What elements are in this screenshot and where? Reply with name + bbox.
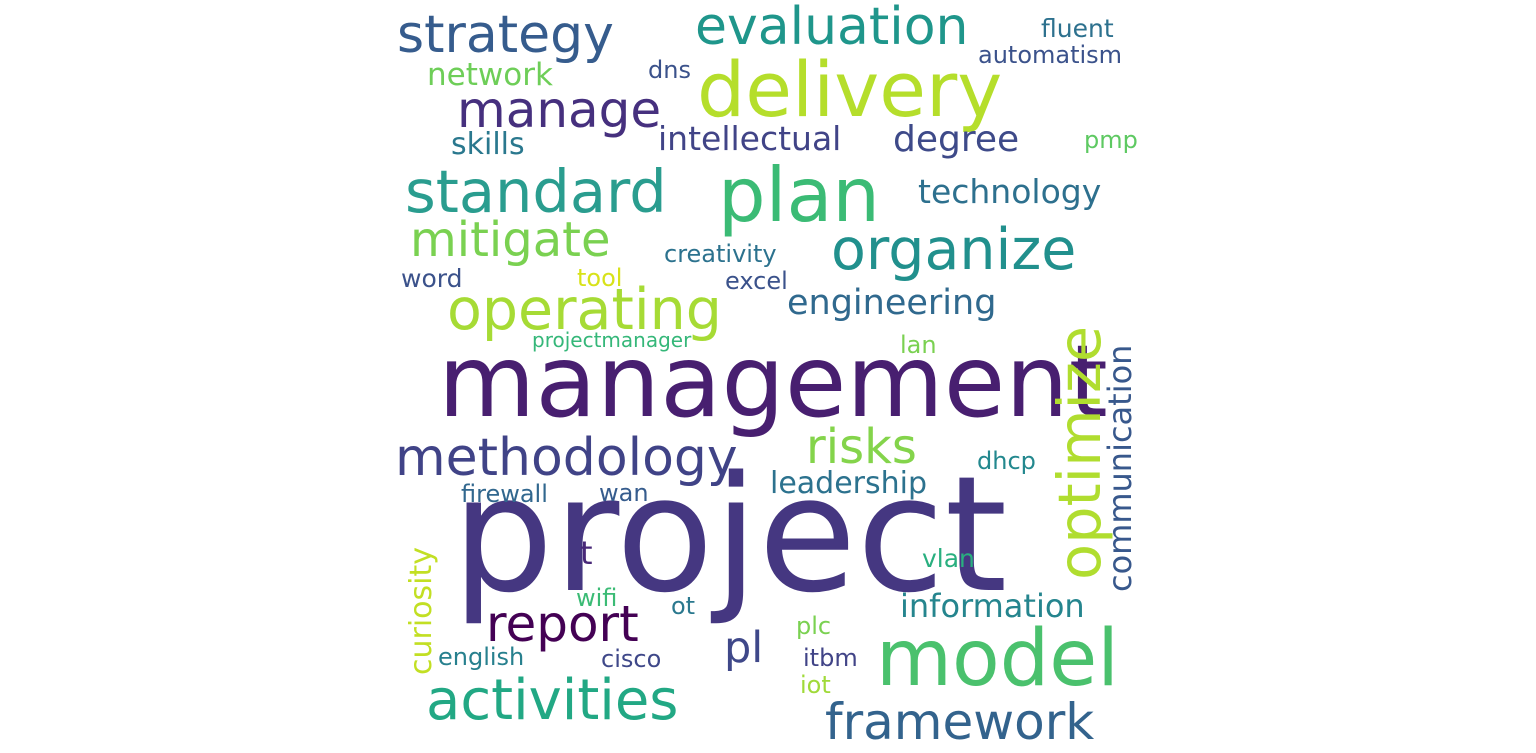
- cloud-word-plc: plc: [796, 612, 832, 640]
- cloud-word-information: information: [900, 587, 1085, 625]
- cloud-word-skills: skills: [451, 127, 525, 162]
- cloud-word-english: english: [438, 643, 525, 671]
- cloud-word-word: word: [401, 264, 463, 293]
- cloud-word-dns: dns: [648, 56, 691, 84]
- cloud-word-pl: pl: [724, 623, 764, 673]
- cloud-word-vlan: vlan: [922, 544, 975, 573]
- cloud-word-t: t: [580, 534, 593, 572]
- cloud-word-activities: activities: [426, 668, 679, 733]
- cloud-word-ot: ot: [671, 592, 696, 620]
- cloud-word-model: model: [876, 614, 1119, 704]
- cloud-word-tool: tool: [577, 264, 623, 292]
- cloud-word-standard: standard: [405, 157, 667, 226]
- cloud-word-evaluation: evaluation: [695, 0, 969, 57]
- cloud-word-wifi: wifi: [576, 584, 618, 612]
- cloud-word-firewall: firewall: [461, 480, 548, 508]
- cloud-word-technology: technology: [918, 172, 1102, 211]
- cloud-word-organize: organize: [831, 217, 1077, 283]
- cloud-word-project: project: [452, 441, 1008, 628]
- cloud-word-cisco: cisco: [601, 645, 662, 673]
- cloud-word-network: network: [427, 57, 553, 93]
- cloud-word-management: management: [438, 323, 1108, 440]
- cloud-word-framework: framework: [825, 693, 1095, 751]
- cloud-word-engineering: engineering: [787, 283, 997, 323]
- cloud-word-strategy: strategy: [397, 5, 614, 65]
- cloud-word-methodology: methodology: [395, 428, 738, 488]
- cloud-word-iot: iot: [800, 671, 831, 699]
- cloud-word-creativity: creativity: [664, 240, 777, 268]
- cloud-word-intellectual: intellectual: [658, 119, 842, 158]
- cloud-word-report: report: [486, 595, 639, 653]
- cloud-word-manage: manage: [457, 81, 662, 139]
- cloud-word-wan: wan: [599, 479, 649, 507]
- cloud-word-mitigate: mitigate: [410, 212, 611, 268]
- cloud-word-risks: risks: [806, 419, 917, 475]
- cloud-word-degree: degree: [893, 119, 1020, 160]
- cloud-word-delivery: delivery: [697, 45, 1003, 134]
- cloud-word-itbm: itbm: [803, 644, 858, 672]
- cloud-word-dhcp: dhcp: [977, 447, 1036, 475]
- cloud-word-lan: lan: [900, 331, 937, 359]
- cloud-word-leadership: leadership: [770, 466, 928, 501]
- cloud-word-plan: plan: [718, 151, 880, 239]
- cloud-word-projectmanager: projectmanager: [532, 328, 692, 352]
- cloud-word-pmp: pmp: [1084, 126, 1138, 154]
- cloud-word-fluent: fluent: [1041, 14, 1114, 43]
- cloud-word-communication: communication: [1101, 344, 1139, 592]
- cloud-word-excel: excel: [725, 267, 788, 295]
- cloud-word-curiosity: curiosity: [404, 546, 439, 675]
- cloud-word-operating: operating: [447, 277, 722, 343]
- cloud-word-automatism: automatism: [978, 41, 1123, 69]
